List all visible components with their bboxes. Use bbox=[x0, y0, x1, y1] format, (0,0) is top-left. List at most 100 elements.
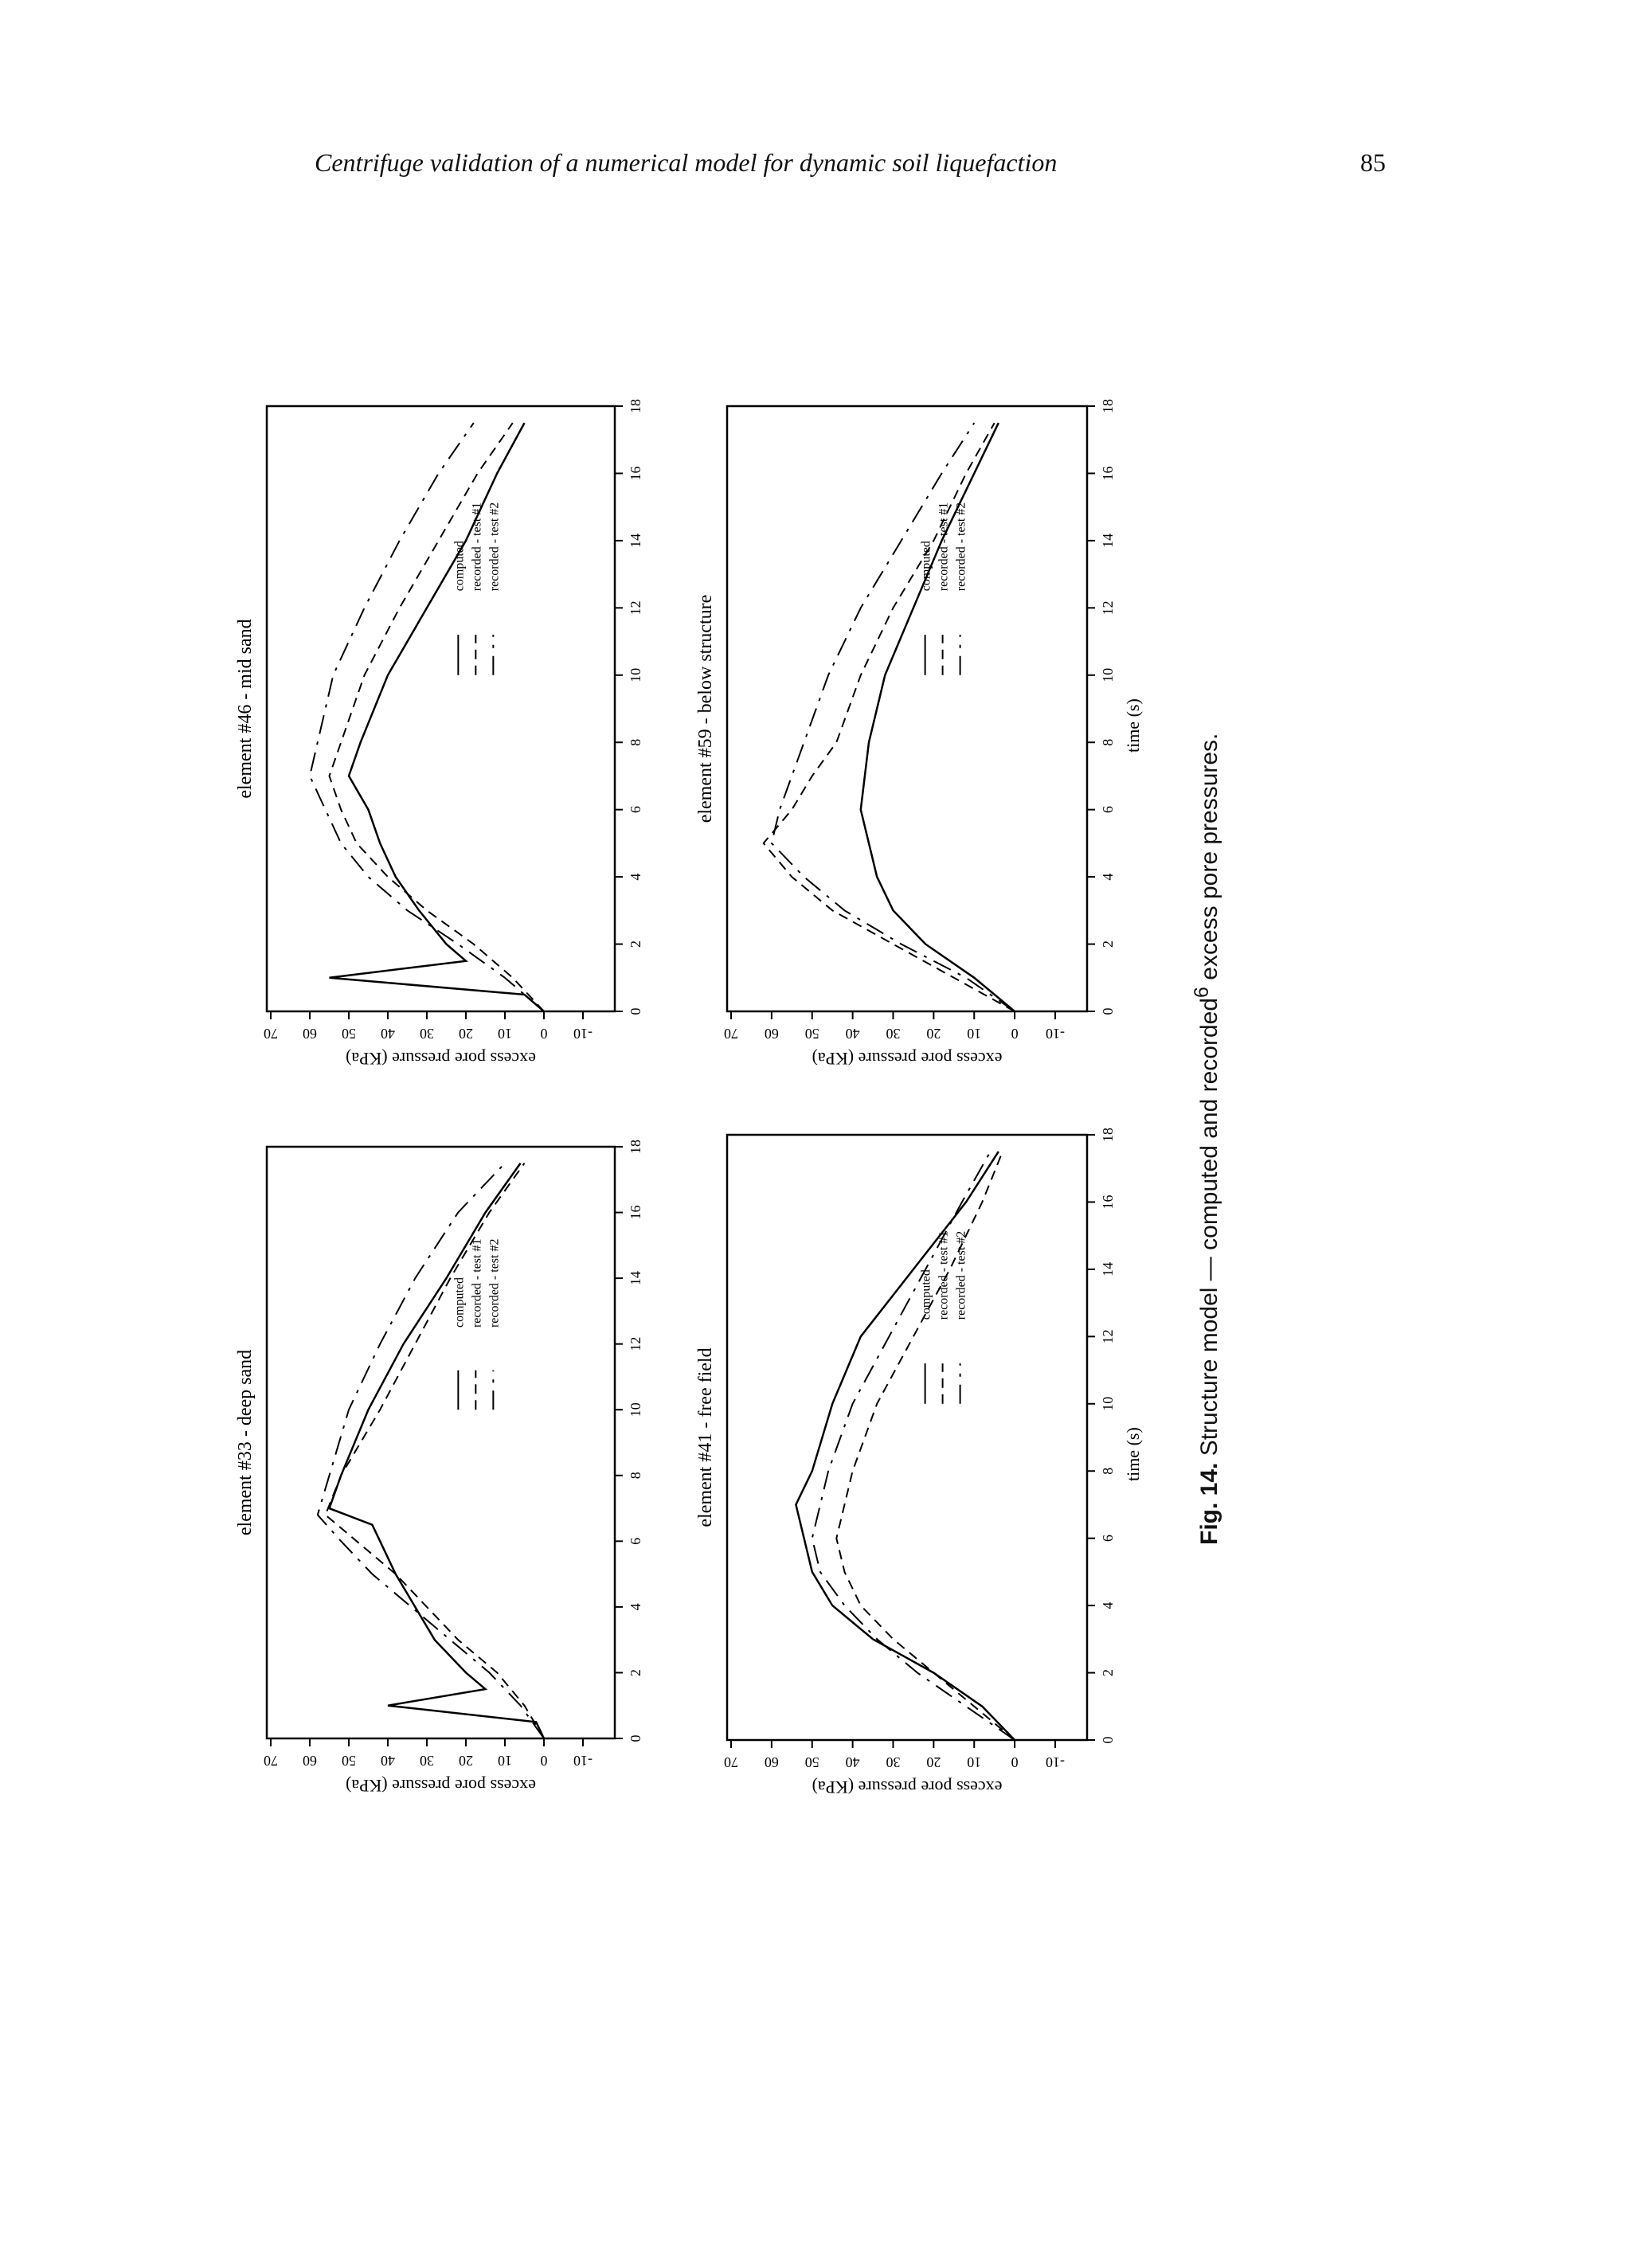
x-tick-label: 16 bbox=[628, 466, 643, 480]
x-tick-label: 14 bbox=[628, 1271, 643, 1285]
x-tick-label: 2 bbox=[628, 1669, 643, 1676]
running-title: Centrifuge validation of a numerical mod… bbox=[315, 148, 1058, 177]
y-tick-label: 70 bbox=[724, 1754, 738, 1770]
caption-text-end: excess pore pressures. bbox=[1196, 733, 1222, 987]
series-line-3 bbox=[770, 422, 1015, 1012]
x-tick-label: 18 bbox=[628, 399, 643, 413]
series-line-1 bbox=[859, 422, 1015, 1012]
y-tick-label: 20 bbox=[926, 1026, 941, 1042]
x-tick-label: 18 bbox=[1100, 399, 1116, 413]
legend-label: recorded - test #1 bbox=[470, 1239, 483, 1328]
x-tick-label: 10 bbox=[1100, 1397, 1116, 1411]
y-tick-label: 10 bbox=[967, 1026, 981, 1042]
series-line-1 bbox=[327, 1162, 546, 1739]
series-line-2 bbox=[835, 1151, 1015, 1741]
y-tick-label: 20 bbox=[926, 1754, 941, 1770]
y-tick-label: 70 bbox=[724, 1026, 738, 1042]
page-number: 85 bbox=[1360, 148, 1386, 177]
y-tick-label: 10 bbox=[498, 1026, 512, 1042]
y-tick-label: 0 bbox=[541, 1026, 548, 1042]
y-axis-label: excess pore pressure (KPa) bbox=[812, 1049, 1003, 1069]
y-tick-label: 60 bbox=[303, 1753, 317, 1769]
plot-frame bbox=[726, 1133, 1089, 1742]
y-tick-label: 70 bbox=[264, 1753, 278, 1769]
y-tick-label: 50 bbox=[805, 1026, 819, 1042]
legend-label: computed bbox=[452, 1277, 466, 1328]
y-tick-label: -10 bbox=[573, 1753, 593, 1769]
y-axis-label: excess pore pressure (KPa) bbox=[812, 1777, 1003, 1797]
x-tick-label: 8 bbox=[1100, 739, 1116, 746]
x-tick-label: 0 bbox=[628, 1008, 643, 1015]
plot-frame bbox=[726, 405, 1089, 1013]
x-tick-label: 16 bbox=[1100, 1195, 1116, 1209]
legend-label: recorded - test #2 bbox=[487, 502, 501, 592]
legend-label: recorded - test #1 bbox=[470, 502, 483, 592]
plot-frame bbox=[265, 1145, 616, 1740]
series-line-2 bbox=[324, 1163, 545, 1739]
y-tick-label: 10 bbox=[967, 1754, 981, 1770]
y-tick-label: 60 bbox=[765, 1026, 779, 1042]
y-tick-label: 0 bbox=[1011, 1026, 1019, 1042]
x-tick-label: 6 bbox=[628, 806, 643, 813]
legend-label: recorded - test #1 bbox=[937, 1231, 951, 1320]
x-axis-label: time (s) bbox=[1123, 698, 1143, 753]
x-tick-label: 10 bbox=[628, 1402, 643, 1417]
y-tick-label: -10 bbox=[1046, 1026, 1065, 1042]
series-line-2 bbox=[328, 422, 545, 1012]
plot-frame bbox=[265, 405, 616, 1013]
series-line-3 bbox=[308, 422, 545, 1012]
x-tick-label: 6 bbox=[1100, 806, 1116, 813]
x-tick-label: 18 bbox=[1100, 1128, 1116, 1142]
chart-panel-3: -10 0 10 20 30 40 50 60 70 0 2 4 6 8 10 12 14 16 18 excess … bbox=[695, 1128, 1143, 1797]
x-tick-label: 0 bbox=[1100, 1737, 1116, 1744]
y-tick-label: 20 bbox=[459, 1753, 473, 1769]
series-line-3 bbox=[811, 1151, 1015, 1741]
y-tick-label: 40 bbox=[846, 1026, 860, 1042]
x-tick-label: 4 bbox=[628, 1603, 643, 1610]
y-tick-label: 30 bbox=[420, 1026, 434, 1042]
x-tick-label: 6 bbox=[628, 1538, 643, 1545]
y-tick-label: 70 bbox=[264, 1026, 278, 1042]
y-tick-label: 20 bbox=[459, 1026, 473, 1042]
legend-label: computed bbox=[452, 541, 466, 591]
x-tick-label: 8 bbox=[628, 1472, 643, 1479]
x-tick-label: 0 bbox=[628, 1735, 643, 1742]
x-tick-label: 16 bbox=[1100, 466, 1116, 480]
y-tick-label: 0 bbox=[541, 1753, 548, 1769]
y-tick-label: 30 bbox=[886, 1754, 901, 1770]
figure-caption: Fig. 14. Structure model — computed and … bbox=[1191, 733, 1223, 1545]
y-tick-label: 40 bbox=[381, 1753, 395, 1769]
x-tick-label: 4 bbox=[628, 874, 643, 881]
chart-title: element #59 - below structure bbox=[695, 595, 716, 823]
legend-label: recorded - test #2 bbox=[955, 1231, 968, 1320]
series-line-3 bbox=[316, 1162, 545, 1739]
y-tick-label: 50 bbox=[805, 1754, 819, 1770]
x-axis-label: time (s) bbox=[1123, 1427, 1143, 1481]
legend-label: recorded - test #2 bbox=[955, 502, 968, 592]
x-tick-label: 2 bbox=[1100, 940, 1116, 948]
x-tick-label: 0 bbox=[1100, 1008, 1116, 1015]
x-tick-label: 12 bbox=[628, 600, 643, 615]
y-tick-label: 40 bbox=[381, 1026, 395, 1042]
x-tick-label: 8 bbox=[628, 739, 643, 746]
chart-title: element #41 - free field bbox=[695, 1347, 716, 1527]
x-tick-label: 14 bbox=[628, 534, 643, 548]
caption-ref: 6 bbox=[1191, 987, 1213, 998]
chart-panel-2: -10 0 10 20 30 40 50 60 70 0 2 4 6 8 10 12 14 16 18 excess … bbox=[235, 399, 643, 1069]
series-line-1 bbox=[329, 422, 545, 1012]
legend-label: computed bbox=[920, 541, 933, 591]
chart-title: element #33 - deep sand bbox=[235, 1350, 256, 1535]
chart-panel-4: -10 0 10 20 30 40 50 60 70 0 2 4 6 8 10 12 14 16 18 excess … bbox=[695, 399, 1143, 1069]
y-axis-label: excess pore pressure (KPa) bbox=[346, 1049, 536, 1069]
legend-label: recorded - test #1 bbox=[937, 502, 951, 592]
caption-label: Fig. 14. bbox=[1196, 1462, 1222, 1545]
y-tick-label: 30 bbox=[420, 1753, 434, 1769]
caption-text: Structure model — computed and recorded bbox=[1196, 997, 1222, 1457]
x-tick-label: 16 bbox=[628, 1206, 643, 1220]
x-tick-label: 8 bbox=[1100, 1468, 1116, 1475]
x-tick-label: 12 bbox=[628, 1337, 643, 1351]
x-tick-label: 18 bbox=[628, 1140, 643, 1154]
legend-label: computed bbox=[920, 1269, 933, 1320]
y-tick-label: -10 bbox=[1046, 1754, 1065, 1770]
